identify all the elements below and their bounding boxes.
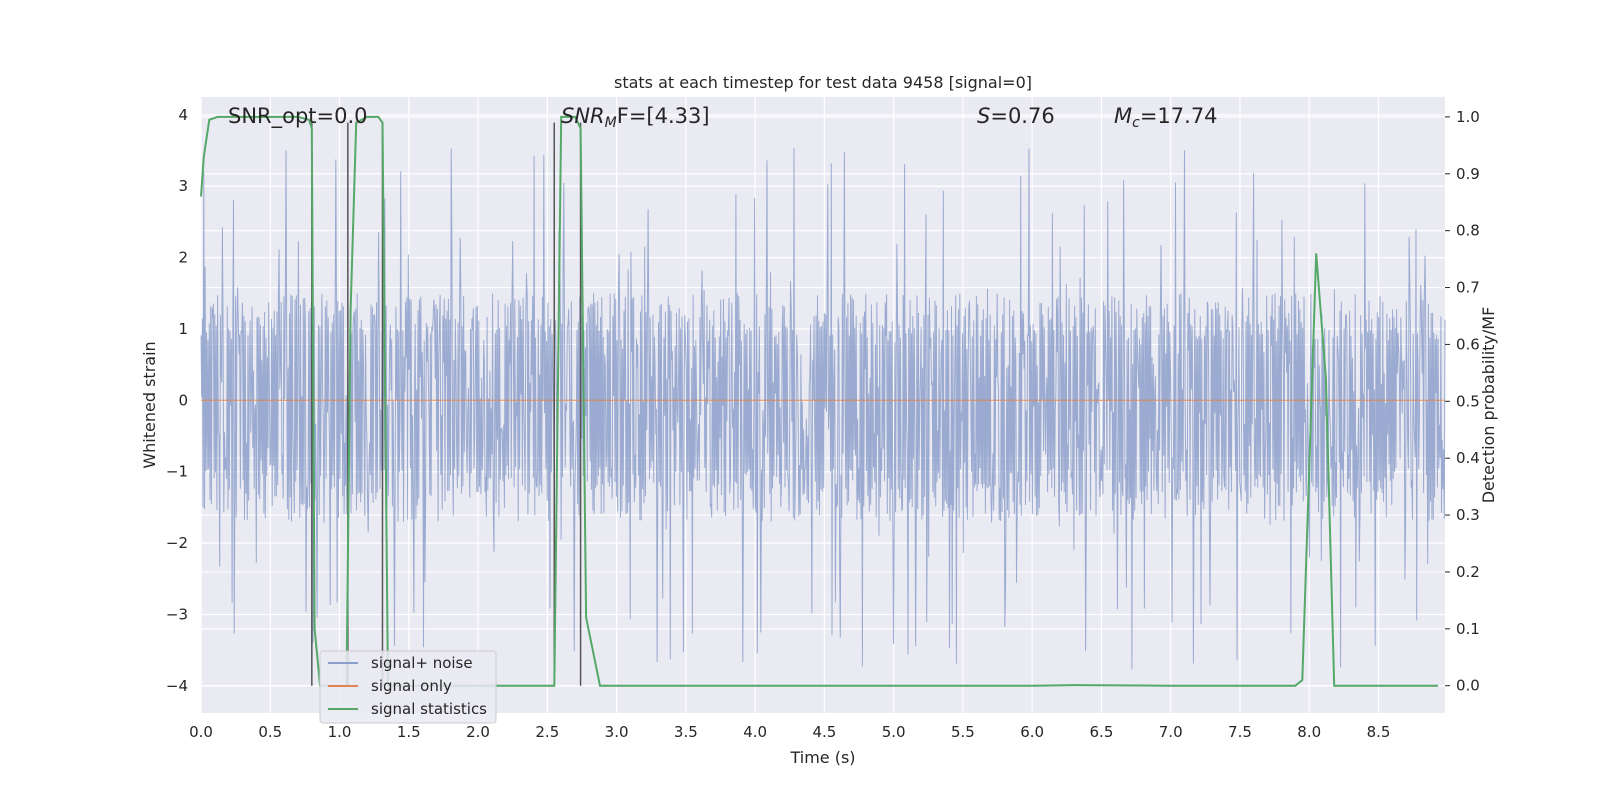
annotation-mc: Mc=17.74 — [1114, 104, 1218, 131]
y2-tick-labels: 0.0 0.1 0.2 0.3 0.4 0.5 0.6 0.7 0.8 0.9 1.0 — [1445, 108, 1480, 695]
y-tick-label: 2 — [178, 249, 188, 267]
annotation-snr-mf-rest: F=[4.33] — [617, 104, 710, 128]
signal-statistics-line — [200, 115, 1439, 687]
y-tick-label: −2 — [166, 534, 188, 552]
legend-label-signal-statistics: signal statistics — [371, 700, 487, 718]
x-tick-label: 8.5 — [1367, 723, 1391, 741]
annotation-snr-mf: SNRMF=[4.33] — [561, 104, 710, 131]
legend-label-signal-only: signal only — [371, 677, 452, 695]
x-tick-label: 4.5 — [812, 723, 836, 741]
x-tick-label: 8.0 — [1297, 723, 1321, 741]
x-tick-label: 7.5 — [1228, 723, 1252, 741]
x-tick-label: 3.5 — [674, 723, 698, 741]
annotation-s-base: S — [977, 104, 990, 128]
chart-title: stats at each timestep for test data 945… — [614, 73, 1032, 92]
x-tick-label: 2.5 — [535, 723, 559, 741]
y2-tick-label: 0.5 — [1456, 392, 1480, 410]
x-tick-label: 7.0 — [1159, 723, 1183, 741]
noise-series-layer — [200, 148, 1446, 670]
annotation-mc-sub: c — [1132, 115, 1140, 131]
annotation-snr-mf-base: SNR — [561, 104, 605, 128]
x-tick-label: 5.5 — [951, 723, 975, 741]
y2-tick-label: 0.9 — [1456, 165, 1480, 183]
annotation-s-rest: =0.76 — [990, 104, 1054, 128]
y-tick-label: 4 — [178, 106, 188, 124]
x-tick-label: 0.5 — [258, 723, 282, 741]
y2-tick-label: 0.8 — [1456, 222, 1480, 240]
legend-label-signal-noise: signal+ noise — [371, 654, 473, 672]
x-tick-label: 6.5 — [1090, 723, 1114, 741]
x-tick-label: 5.0 — [882, 723, 906, 741]
y-tick-label: 3 — [178, 177, 188, 195]
x-tick-label: 1.0 — [328, 723, 352, 741]
y-tick-label: −3 — [166, 605, 188, 623]
x-tick-label: 0.0 — [189, 723, 213, 741]
annotation-mc-rest: =17.74 — [1140, 104, 1218, 128]
y2-tick-label: 0.2 — [1456, 563, 1480, 581]
y-tick-label: −1 — [166, 463, 188, 481]
legend-frame — [319, 650, 497, 724]
x-tick-label: 2.0 — [466, 723, 490, 741]
annotation-snr-mf-sub: M — [605, 115, 617, 131]
annotation-s: S=0.76 — [977, 104, 1055, 128]
x-axis-label: Time (s) — [789, 748, 855, 767]
y2-tick-label: 0.7 — [1456, 279, 1480, 297]
y2-tick-label: 0.4 — [1456, 449, 1480, 467]
y2-tick-label: 0.3 — [1456, 506, 1480, 524]
signal-statistics-layer — [200, 115, 1439, 687]
y2-tick-label: 0.0 — [1456, 677, 1480, 695]
y-tick-label: 1 — [178, 320, 188, 338]
y-axis-label: Whitened strain — [140, 341, 159, 468]
y2-axis-label: Detection probability/MF — [1479, 307, 1498, 504]
x-tick-labels: 0.0 0.5 1.0 1.5 2.0 2.5 3.0 3.5 4.0 4.5 5.0 5.5 6.0 6… — [189, 723, 1390, 741]
y2-tick-label: 1.0 — [1456, 108, 1480, 126]
x-tick-label: 4.0 — [743, 723, 767, 741]
legend: signal+ noise signal only signal statist… — [319, 650, 497, 724]
y-tick-label: 0 — [178, 391, 188, 409]
y-tick-label: −4 — [166, 677, 188, 695]
x-tick-label: 3.0 — [605, 723, 629, 741]
x-tick-label: 1.5 — [397, 723, 421, 741]
x-tick-label: 6.0 — [1020, 723, 1044, 741]
y2-tick-label: 0.1 — [1456, 620, 1480, 638]
y2-tick-label: 0.6 — [1456, 335, 1480, 353]
annotation-mc-base: M — [1114, 104, 1132, 128]
annotation-snr-opt: SNR_opt=0.0 — [228, 104, 368, 129]
signal-noise-line — [200, 148, 1446, 670]
y-tick-labels: −4 −3 −2 −1 0 1 2 3 4 — [166, 106, 188, 695]
